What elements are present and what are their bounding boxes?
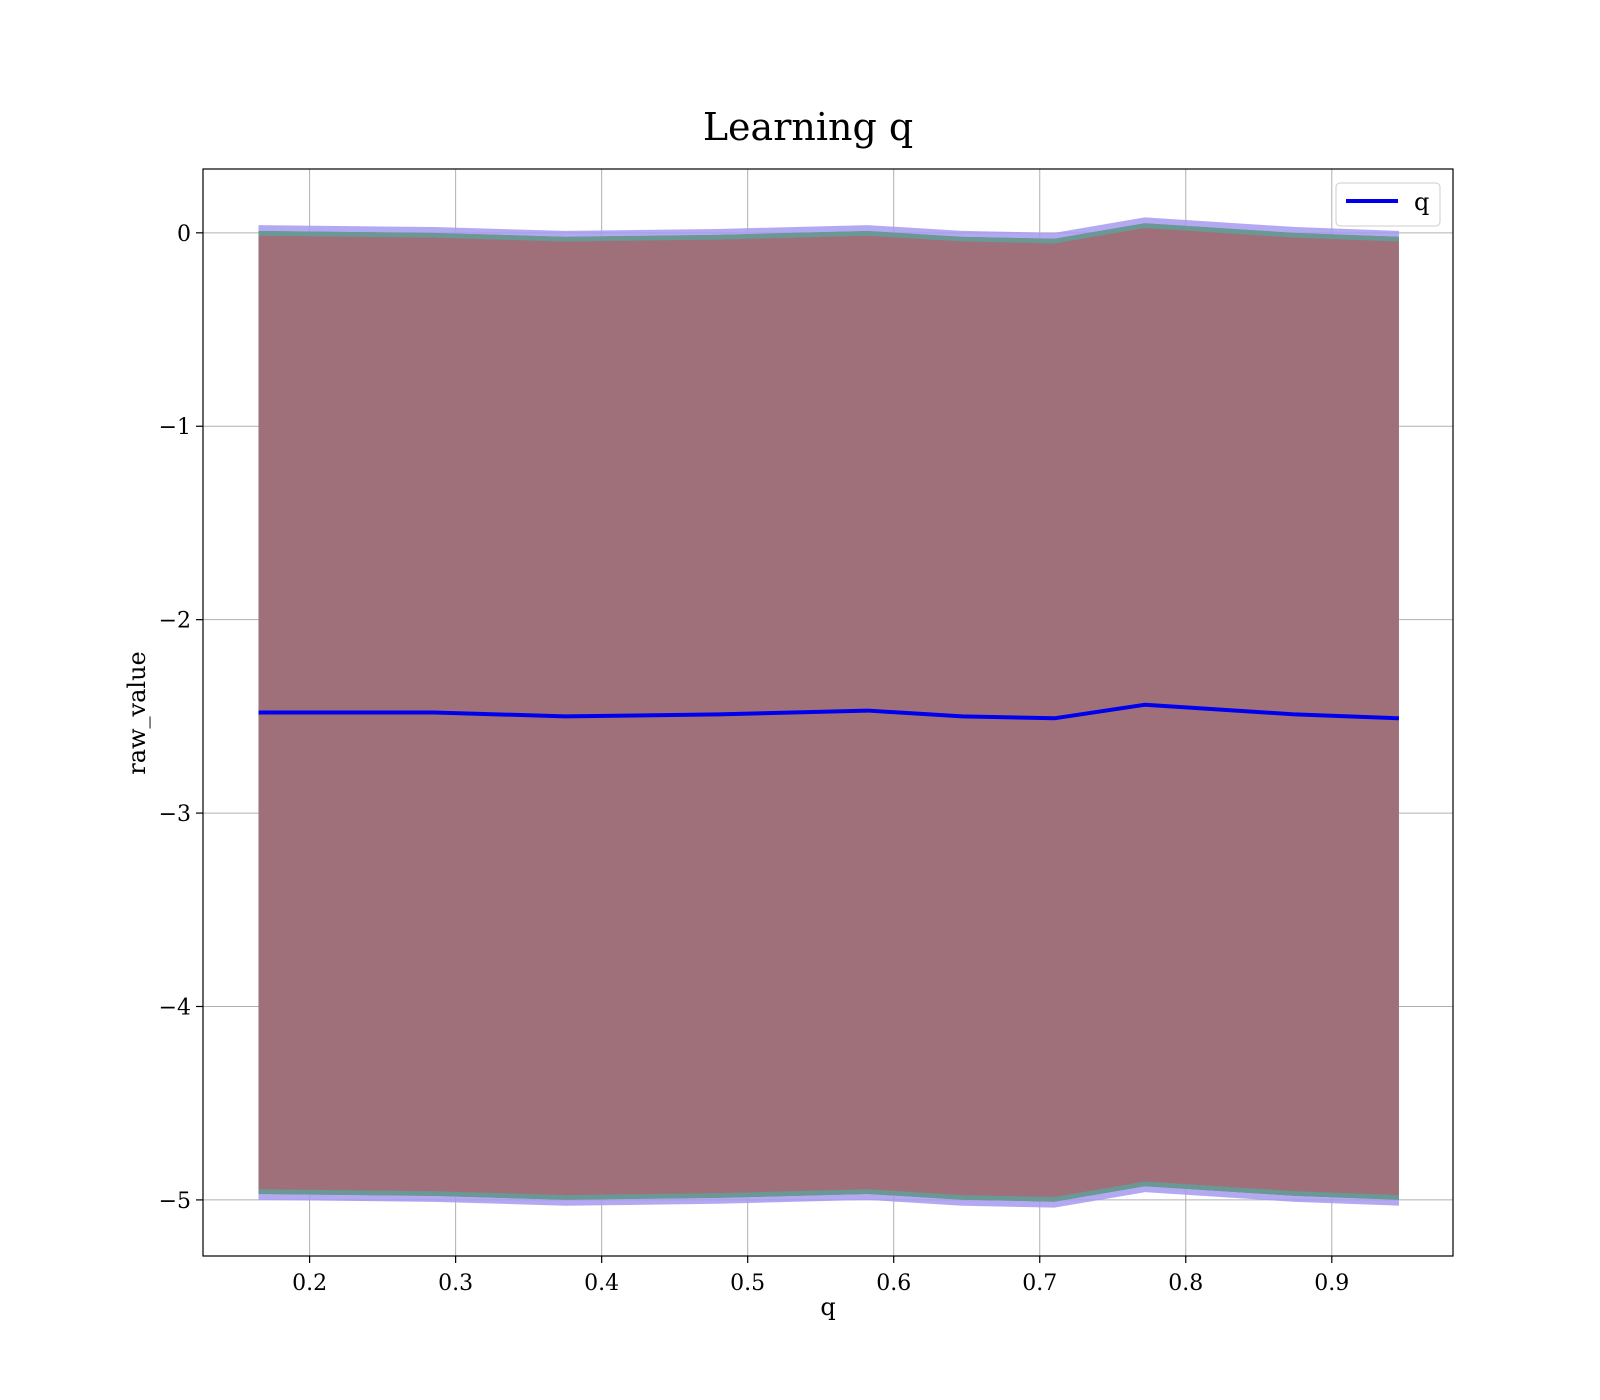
y-tick-label: −1 bbox=[159, 415, 191, 440]
y-tick-label: −4 bbox=[159, 995, 191, 1020]
y-tick-label: 0 bbox=[177, 222, 191, 247]
band-edge-upper-inner bbox=[258, 223, 1399, 244]
series-line-q bbox=[258, 702, 1400, 721]
y-axis-label: raw_value bbox=[123, 651, 151, 775]
x-tick-label: 0.5 bbox=[730, 1271, 765, 1296]
chart-title: Learning q bbox=[703, 105, 913, 149]
x-axis: 0.2 0.3 0.4 0.5 0.6 0.7 0.8 0.9 bbox=[292, 1256, 1349, 1296]
x-tick-label: 0.2 bbox=[292, 1271, 327, 1296]
x-tick-label: 0.4 bbox=[584, 1271, 619, 1296]
plot-area bbox=[203, 169, 1453, 1256]
x-tick-label: 0.6 bbox=[876, 1271, 911, 1296]
plot-frame bbox=[202, 168, 1454, 1257]
legend-box bbox=[1335, 182, 1441, 227]
band-edge-upper-outer bbox=[258, 217, 1399, 239]
x-tick-label: 0.3 bbox=[438, 1271, 473, 1296]
y-tick-label: −5 bbox=[159, 1189, 191, 1214]
y-tick-label: −2 bbox=[159, 609, 191, 634]
x-axis-label: q bbox=[820, 1293, 835, 1321]
legend: q bbox=[1335, 182, 1441, 227]
y-tick-label: −3 bbox=[159, 802, 191, 827]
band-edge-lower-outer bbox=[258, 1186, 1399, 1208]
x-tick-label: 0.7 bbox=[1022, 1271, 1057, 1296]
y-axis: 0 −1 −2 −3 −4 −5 bbox=[159, 222, 203, 1214]
x-tick-label: 0.8 bbox=[1168, 1271, 1203, 1296]
x-tick-label: 0.9 bbox=[1314, 1271, 1349, 1296]
band-edge-lower-inner bbox=[258, 1181, 1399, 1202]
legend-label-q: q bbox=[1414, 188, 1429, 216]
